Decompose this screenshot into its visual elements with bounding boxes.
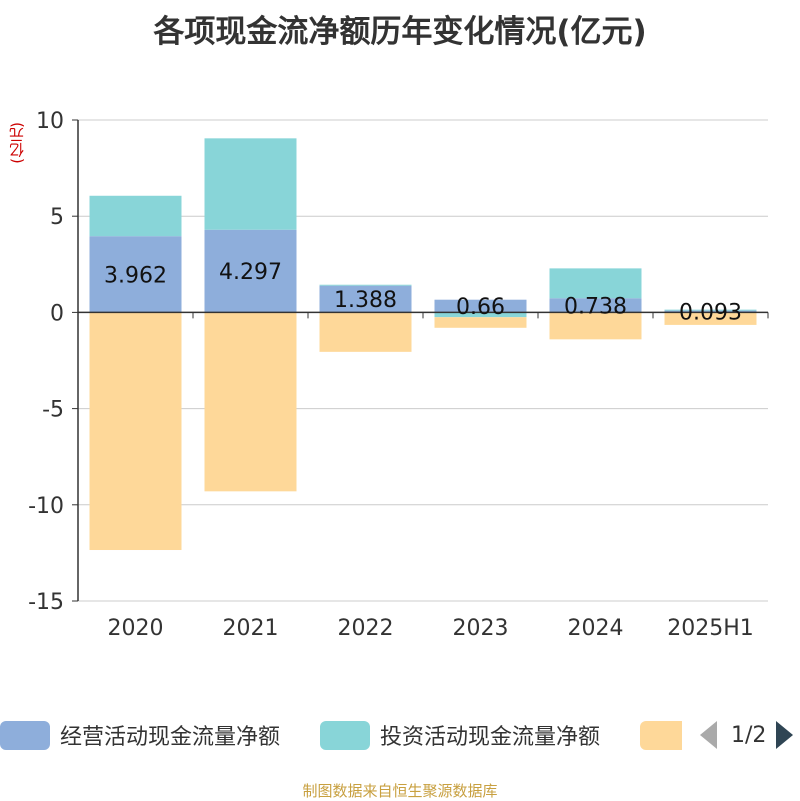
legend-swatch-financing bbox=[640, 720, 682, 750]
legend-swatch-operating bbox=[0, 720, 50, 750]
bar-series-2 bbox=[664, 312, 757, 325]
chart-title: 各项现金流净额历年变化情况(亿元) bbox=[153, 14, 647, 50]
y-tick-label: 10 bbox=[36, 109, 64, 134]
y-tick-label: 5 bbox=[50, 205, 64, 230]
bar-series-1 bbox=[549, 268, 642, 299]
data-label: 3.962 bbox=[104, 263, 167, 288]
legend-label-operating: 经营活动现金流量净额 bbox=[60, 725, 281, 750]
data-source-footer: 制图数据来自恒生聚源数据库 bbox=[302, 782, 498, 800]
bar-series-2 bbox=[549, 312, 642, 340]
x-tick-label: 2022 bbox=[338, 616, 394, 641]
bar-series-1 bbox=[319, 284, 412, 286]
bar-series-2 bbox=[89, 312, 182, 551]
bar-chart: 10 5 0 -5 -10 -15 2020 2021 2022 2023 2024 2025H1 3.… bbox=[28, 109, 769, 641]
data-label: 1.388 bbox=[334, 288, 397, 313]
bar-series-1 bbox=[664, 309, 757, 311]
data-label: 0.093 bbox=[679, 301, 742, 326]
next-page-icon[interactable] bbox=[776, 721, 794, 749]
y-tick-label: -15 bbox=[28, 590, 64, 615]
legend-page-indicator: 1/2 bbox=[731, 722, 767, 748]
legend-item-investing[interactable]: 投资活动现金流量净额 bbox=[320, 712, 600, 758]
legend: 经营活动现金流量净额 投资活动现金流量净额 1/2 bbox=[0, 712, 800, 758]
previous-page-icon[interactable] bbox=[700, 721, 717, 749]
x-tick-label: 2021 bbox=[223, 616, 279, 641]
bar-series-0 bbox=[434, 299, 527, 313]
bar-series-1 bbox=[204, 138, 297, 230]
bar-series-2 bbox=[204, 312, 297, 492]
bar-series-0 bbox=[664, 310, 757, 313]
legend-label-investing: 投资活动现金流量净额 bbox=[380, 725, 601, 750]
bar-series-2 bbox=[434, 317, 527, 328]
x-tick-label: 2020 bbox=[108, 616, 164, 641]
bar-series-0 bbox=[319, 285, 412, 313]
legend-pager: 1/2 bbox=[700, 712, 794, 758]
x-tick-label: 2025H1 bbox=[667, 616, 754, 641]
legend-item-operating[interactable]: 经营活动现金流量净额 bbox=[0, 712, 280, 758]
bar-series-0 bbox=[204, 229, 297, 313]
bar-series-1 bbox=[89, 195, 182, 237]
y-tick-label: -10 bbox=[28, 494, 64, 519]
data-label: 4.297 bbox=[219, 260, 282, 285]
y-tick-label: -5 bbox=[42, 398, 64, 423]
legend-swatch-investing bbox=[320, 720, 370, 750]
y-tick-label: 0 bbox=[50, 301, 64, 326]
bar-series-2 bbox=[319, 312, 412, 352]
bar-series-0 bbox=[89, 236, 182, 313]
bar-series-0 bbox=[549, 298, 642, 313]
bar-series-1 bbox=[434, 312, 527, 318]
legend-item-financing[interactable] bbox=[640, 712, 682, 758]
data-label: 0.66 bbox=[456, 295, 505, 320]
data-label: 0.738 bbox=[564, 294, 627, 319]
x-tick-label: 2024 bbox=[568, 616, 624, 641]
x-tick-label: 2023 bbox=[453, 616, 509, 641]
